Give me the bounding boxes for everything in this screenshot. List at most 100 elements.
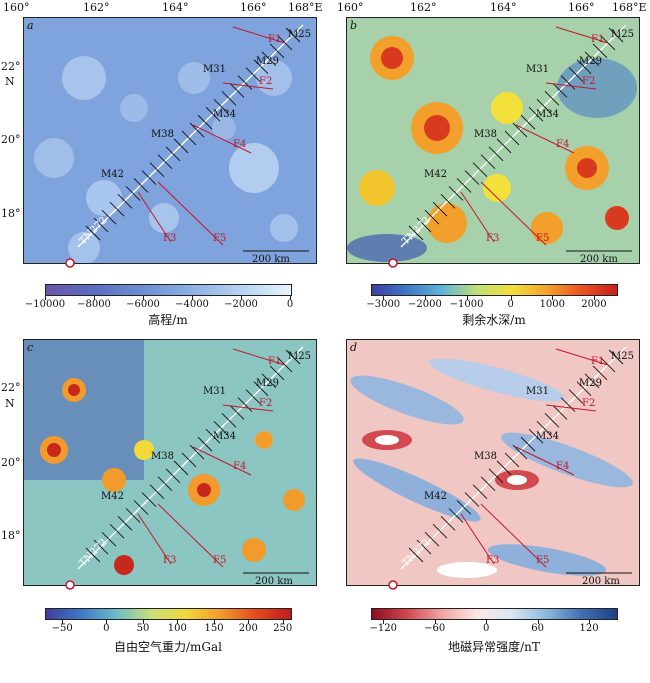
colorbar-tick-label: 200 [238,623,258,634]
colorbar-unit-gravity: 自由空气重力/mGal [113,640,223,654]
colorbar-tick [45,296,46,300]
fault-label: F4 [556,139,569,150]
anomaly-tick [237,397,253,412]
fault-label: F3 [486,233,499,244]
anomaly-label: M25 [611,29,634,40]
colorbar-tick [106,620,108,624]
anomaly-tick [117,194,133,209]
fault-label: F5 [213,555,226,566]
panel-letter-b: b [350,19,358,32]
anomaly-tick [205,428,221,444]
anomaly-label: M31 [526,64,549,75]
anomaly-tick [141,492,157,507]
anomaly-tick [221,91,237,106]
track-label: TN272 [400,215,432,247]
colorbar-tick-label: 60 [531,623,544,634]
fault-label: F4 [556,461,569,472]
fault-line [555,26,609,44]
anomaly-tick [157,476,173,492]
colorbar-tick [466,296,468,300]
anomaly-tick [432,201,448,217]
lon-label: 168°E [288,1,323,14]
anomaly-tick [117,516,133,531]
lon-label: 168°E [612,1,647,14]
anomaly-tick [101,531,117,547]
anomaly-tick [197,436,213,452]
anomaly-tick [464,170,480,185]
anomaly-tick [133,500,149,515]
anomaly-tick [560,75,576,90]
fault-label: F2 [582,76,595,87]
fault-line [555,348,609,366]
anomaly-tick [520,436,536,452]
ship-track [400,24,627,248]
colorbar-tick-label: 1000 [539,299,566,310]
fault-line [192,124,252,154]
fault-line [222,82,274,90]
anomaly-tick [544,413,560,428]
colorbar-tick-label: −2000 [224,299,258,310]
anomaly-tick [213,420,229,436]
anomaly-tick [416,217,432,233]
ship-track [77,24,304,248]
scale-bar-a: 200 km [252,254,290,265]
anomaly-tick [576,59,592,74]
anomaly-tick [269,43,285,59]
colorbar-tick-label: 2000 [581,299,607,310]
colorbar-tick-label: 100 [167,623,187,634]
anomaly-tick [440,516,456,531]
anomaly-label: M34 [536,109,559,120]
anomaly-tick [488,468,504,484]
fault-label: F5 [213,233,226,244]
lat-label: 22° [1,381,21,394]
lat-label: 20° [1,133,21,146]
fault-line [515,446,575,476]
anomaly-tick [408,547,424,563]
colorbar-tick [510,296,512,300]
anomaly-label: M25 [288,29,311,40]
colorbar-tick [486,620,488,624]
fault-line [545,82,597,90]
anomaly-tick [536,420,552,436]
colorbar-tick [424,296,426,300]
lon-label: 160° [337,1,364,14]
lon-label: 162° [410,1,437,14]
anomaly-tick [149,162,165,177]
anomaly-tick [237,75,253,90]
anomaly-tick [456,500,472,515]
colorbar-tick-label: −10000 [24,299,66,310]
anomaly-tick [592,365,608,381]
anomaly-tick [229,83,245,98]
anomaly-tick [512,444,528,460]
colorbar-tick-label: −2000 [407,299,442,310]
anomaly-tick [560,397,576,412]
anomaly-label: M38 [151,451,174,462]
lon-label: 166° [568,1,595,14]
anomaly-tick [269,365,285,381]
anomaly-tick [261,51,277,67]
scale-bar-d: 200 km [582,576,620,587]
lon-label: 166° [240,1,267,14]
anomaly-tick [608,27,624,43]
anomaly-label: M42 [424,169,447,180]
colorbar-tick-label: 120 [579,623,599,634]
colorbar-tick [214,620,216,624]
anomaly-tick [608,349,624,365]
colorbar-tick-label: −4000 [175,299,209,310]
anomaly-tick [165,146,181,162]
colorbar-tick-label: 0 [482,623,490,634]
anomaly-label: M31 [526,386,549,397]
anomaly-tick [448,186,464,201]
anomaly-tick [576,381,592,396]
anomaly-tick [93,539,109,555]
fault-line [157,503,224,568]
colorbar-tick [537,620,539,624]
anomaly-tick [480,476,496,492]
colorbar-tick [383,296,385,300]
anomaly-label: M34 [536,431,559,442]
colorbar-tick-label: −50 [51,623,73,634]
anomaly-tick [189,122,205,138]
anomaly-tick [424,209,440,225]
colorbar-tick [94,296,95,300]
